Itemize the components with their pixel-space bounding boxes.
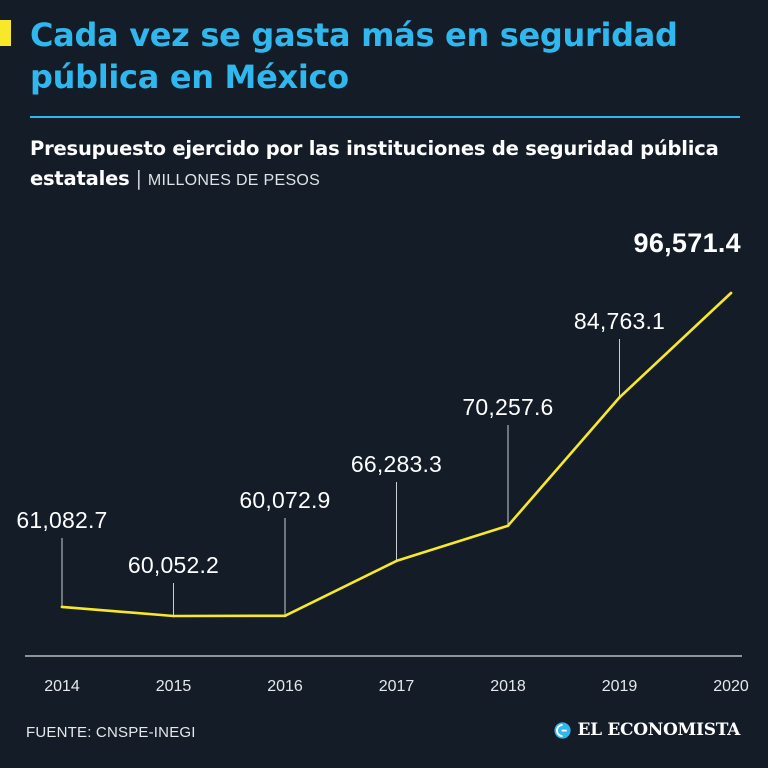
- data-point-2020: [729, 291, 733, 295]
- data-label-2020: 96,571.4: [634, 228, 742, 258]
- title-divider: [30, 116, 740, 118]
- data-point-2016: [283, 614, 287, 618]
- data-label-2018: 70,257.6: [462, 394, 553, 420]
- el-economista-logo-icon: [554, 721, 572, 739]
- accent-bar: [0, 20, 11, 46]
- subtitle-separator: |: [135, 167, 143, 190]
- x-tick-label-2018: 2018: [490, 678, 526, 695]
- source-note: FUENTE: CNSPE-INEGI: [26, 724, 196, 741]
- data-label-2017: 66,283.3: [351, 451, 442, 477]
- x-tick-label-2017: 2017: [379, 678, 415, 695]
- brand-logo: EL ECONOMISTA: [554, 720, 740, 740]
- x-tick-label-2016: 2016: [267, 678, 303, 695]
- data-label-2015: 60,052.2: [128, 552, 219, 578]
- subtitle-main: Presupuesto ejercido por las institucion…: [30, 137, 719, 190]
- brand-name: EL ECONOMISTA: [577, 720, 740, 740]
- page-title: Cada vez se gasta más en seguridad públi…: [30, 16, 678, 96]
- data-point-2014: [60, 605, 64, 609]
- x-tick-label-2019: 2019: [602, 678, 638, 695]
- data-point-2015: [172, 614, 175, 618]
- subtitle-unit: MILLONES DE PESOS: [147, 172, 321, 189]
- x-tick-label-2015: 2015: [156, 678, 192, 695]
- data-label-2019: 84,763.1: [574, 308, 665, 334]
- x-tick-label-2020: 2020: [713, 678, 749, 695]
- x-tick-label-2014: 2014: [44, 678, 80, 695]
- chart-subtitle: Presupuesto ejercido por las institucion…: [30, 134, 750, 196]
- data-point-2019: [618, 396, 621, 399]
- data-point-2018: [506, 524, 510, 528]
- data-label-2016: 60,072.9: [239, 487, 330, 513]
- data-point-2017: [395, 559, 398, 563]
- data-label-2014: 61,082.7: [16, 507, 107, 533]
